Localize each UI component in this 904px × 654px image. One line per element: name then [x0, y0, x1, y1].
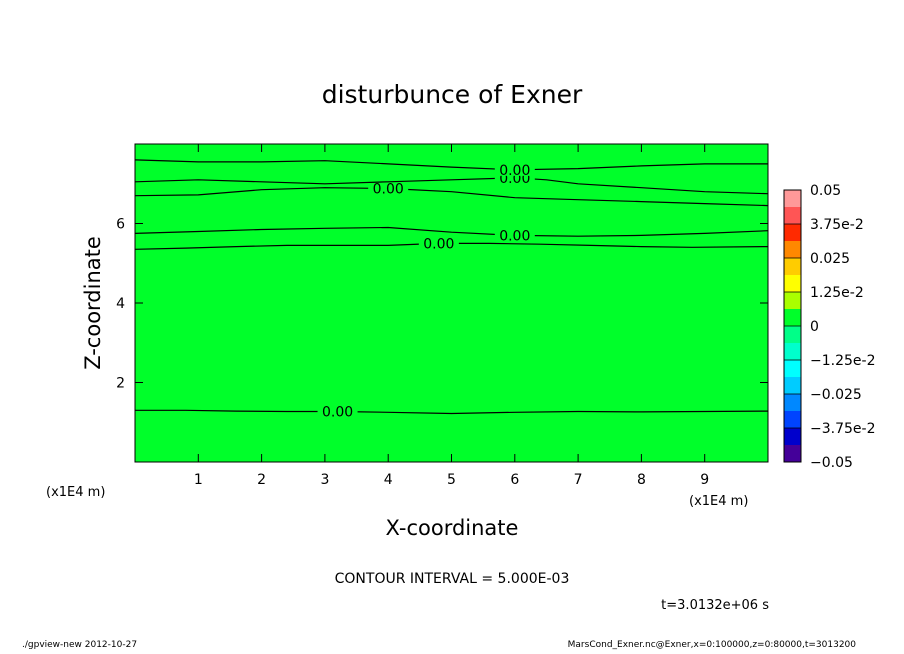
colorbar-label: 0.05: [810, 183, 841, 199]
contour-label-bg: [317, 403, 358, 418]
colorbar-band: [784, 343, 801, 361]
contour-lines: 0.000.00 0.000.000.000.00: [134, 159, 769, 421]
contour-label-bg: [494, 161, 535, 176]
colorbar-band: [784, 428, 801, 446]
contour-line: [134, 159, 768, 171]
colorbar-label: 1.25e-2: [810, 285, 864, 301]
colorbar-band: [784, 394, 801, 412]
colorbar-band: [784, 241, 801, 259]
colorbar-band: [784, 445, 801, 463]
colorbar-band: [784, 309, 801, 327]
x-tick-label: 5: [447, 472, 456, 488]
contour-label: 0.00: [322, 405, 353, 421]
colorbar-band: [784, 275, 801, 293]
x-unit-label-left: (x1E4 m): [46, 485, 105, 500]
colorbar-band: [784, 360, 801, 378]
x-tick-label: 6: [510, 472, 519, 488]
contour-label: 0.00: [499, 228, 530, 244]
contour-label: 0.00: [373, 182, 404, 198]
x-tick-label: 8: [637, 472, 646, 488]
y-tick-label: 2: [116, 376, 125, 392]
x-tick-label: 2: [257, 472, 266, 488]
plot-area: [134, 143, 769, 463]
contour-line: [134, 177, 769, 195]
colorbar-label: 0: [810, 319, 819, 335]
colorbar-band: [784, 326, 801, 344]
colorbar-band: [784, 207, 801, 225]
x-unit-label-right: (x1E4 m): [689, 494, 748, 509]
contour-label: 0.00: [499, 163, 530, 179]
x-axis-label: X-coordinate: [386, 516, 519, 540]
colorbar-band: [784, 190, 801, 208]
contour-line: [135, 409, 769, 415]
contour-label-bg: [494, 227, 535, 242]
colorbar-band: [784, 377, 801, 395]
contour-interval-text: CONTOUR INTERVAL = 5.000E-03: [335, 571, 570, 587]
x-tick-label: 1: [194, 472, 203, 488]
colorbar-band: [784, 258, 801, 276]
colorbar-label: −0.025: [810, 387, 862, 403]
colorbar-label: −0.05: [810, 455, 853, 471]
contour-label-bg: [418, 235, 459, 250]
footer-right: MarsCond_Exner.nc@Exner,x=0:100000,z=0:8…: [567, 640, 856, 650]
colorbar-band: [784, 292, 801, 310]
x-tick-label: 7: [574, 472, 583, 488]
x-tick-label: 3: [320, 472, 329, 488]
y-axis-label: Z-coordinate: [81, 236, 105, 370]
chart-title: disturbunce of Exner: [322, 80, 583, 109]
y-tick-label: 4: [116, 296, 125, 312]
colorbar-label: 3.75e-2: [810, 217, 864, 233]
footer-left: ./gpview-new 2012-10-27: [22, 640, 138, 650]
x-tick-label: 4: [384, 472, 393, 488]
colorbar-label: 0.025: [810, 251, 850, 267]
time-text: t=3.0132e+06 s: [661, 598, 769, 613]
contour-label-bg: [368, 180, 409, 195]
x-tick-label: 9: [700, 472, 709, 488]
colorbar-label: −1.25e-2: [810, 353, 875, 369]
contour-label: 0.00: [423, 236, 454, 252]
colorbar-band: [784, 224, 801, 242]
y-tick-label: 6: [116, 217, 125, 233]
colorbar: 0.05 3.75e-2 0.025 1.25e-2 0 −1.25e-2 −0.025 −3…: [783, 183, 875, 471]
colorbar-label: −3.75e-2: [810, 421, 875, 437]
axis-ticks: 1 2 3 4 5 6 7 8 9 2 4 6: [116, 144, 768, 488]
colorbar-band: [784, 411, 801, 429]
contour-line: [134, 187, 769, 207]
contour-line: [134, 226, 769, 237]
